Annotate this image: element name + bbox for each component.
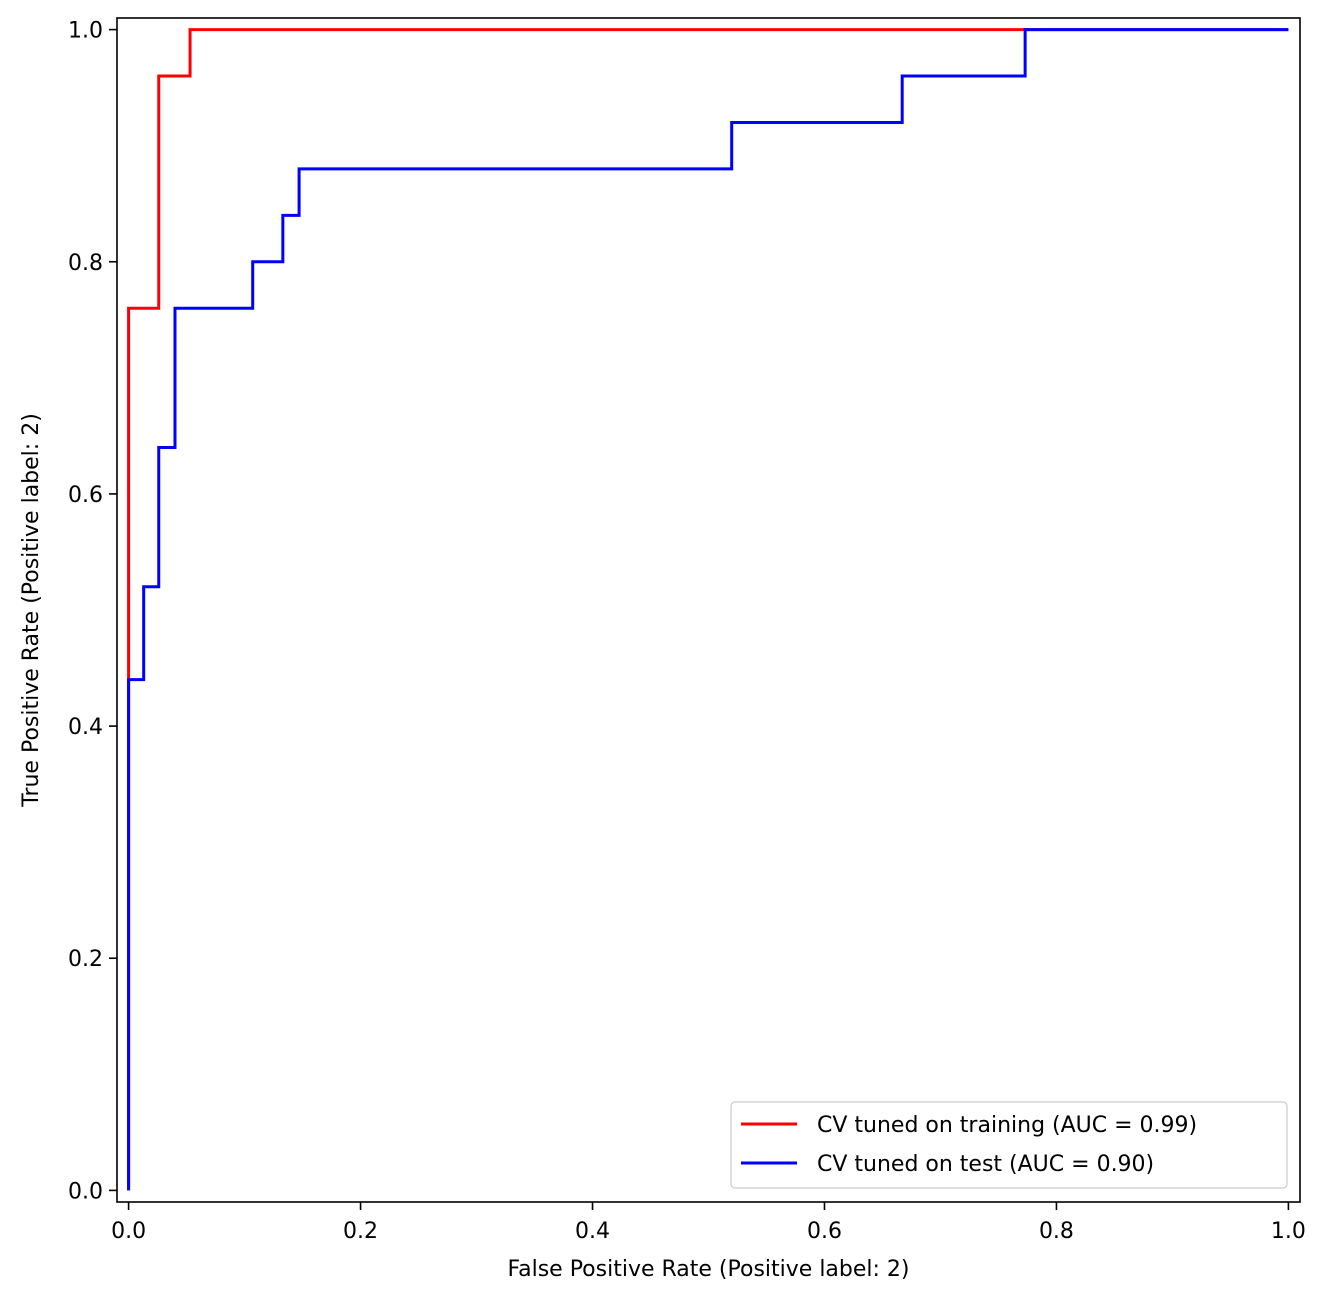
- x-tick-label: 0.6: [807, 1219, 842, 1244]
- legend-box: [730, 1101, 1288, 1189]
- x-tick-label: 0.8: [1039, 1219, 1074, 1244]
- y-axis-ticks: 0.0 0.2 0.4 0.6 0.8 1.0: [68, 19, 117, 1204]
- plot-frame: [116, 17, 1301, 1203]
- x-tick-label: 0.0: [111, 1219, 146, 1244]
- legend-label-1: CV tuned on test (AUC = 0.90): [817, 1152, 1154, 1177]
- y-tick-label: 0.6: [68, 483, 103, 508]
- y-tick-label: 0.8: [68, 251, 103, 276]
- x-tick-label: 0.2: [343, 1219, 378, 1244]
- y-tick-label: 0.2: [68, 947, 103, 972]
- series-line-1: [127, 28, 1289, 1191]
- legend-label-0: CV tuned on training (AUC = 0.99): [817, 1113, 1197, 1138]
- series-layer: [127, 28, 1289, 1191]
- legend-entries: CV tuned on training (AUC = 0.99) CV tune…: [741, 1113, 1197, 1177]
- y-tick-label: 0.4: [68, 715, 103, 740]
- x-axis-label: False Positive Rate (Positive label: 2): [507, 1257, 909, 1282]
- y-tick-label: 0.0: [68, 1179, 103, 1204]
- legend: CV tuned on training (AUC = 0.99) CV tune…: [730, 1101, 1288, 1189]
- series-line-0: [127, 28, 1289, 1191]
- y-axis-label: True Positive Rate (Positive label: 2): [19, 413, 44, 808]
- x-tick-label: 1.0: [1271, 1219, 1306, 1244]
- y-tick-label: 1.0: [68, 19, 103, 44]
- x-tick-label: 0.4: [575, 1219, 610, 1244]
- x-axis-ticks: 0.0 0.2 0.4 0.6 0.8 1.0: [111, 1202, 1306, 1244]
